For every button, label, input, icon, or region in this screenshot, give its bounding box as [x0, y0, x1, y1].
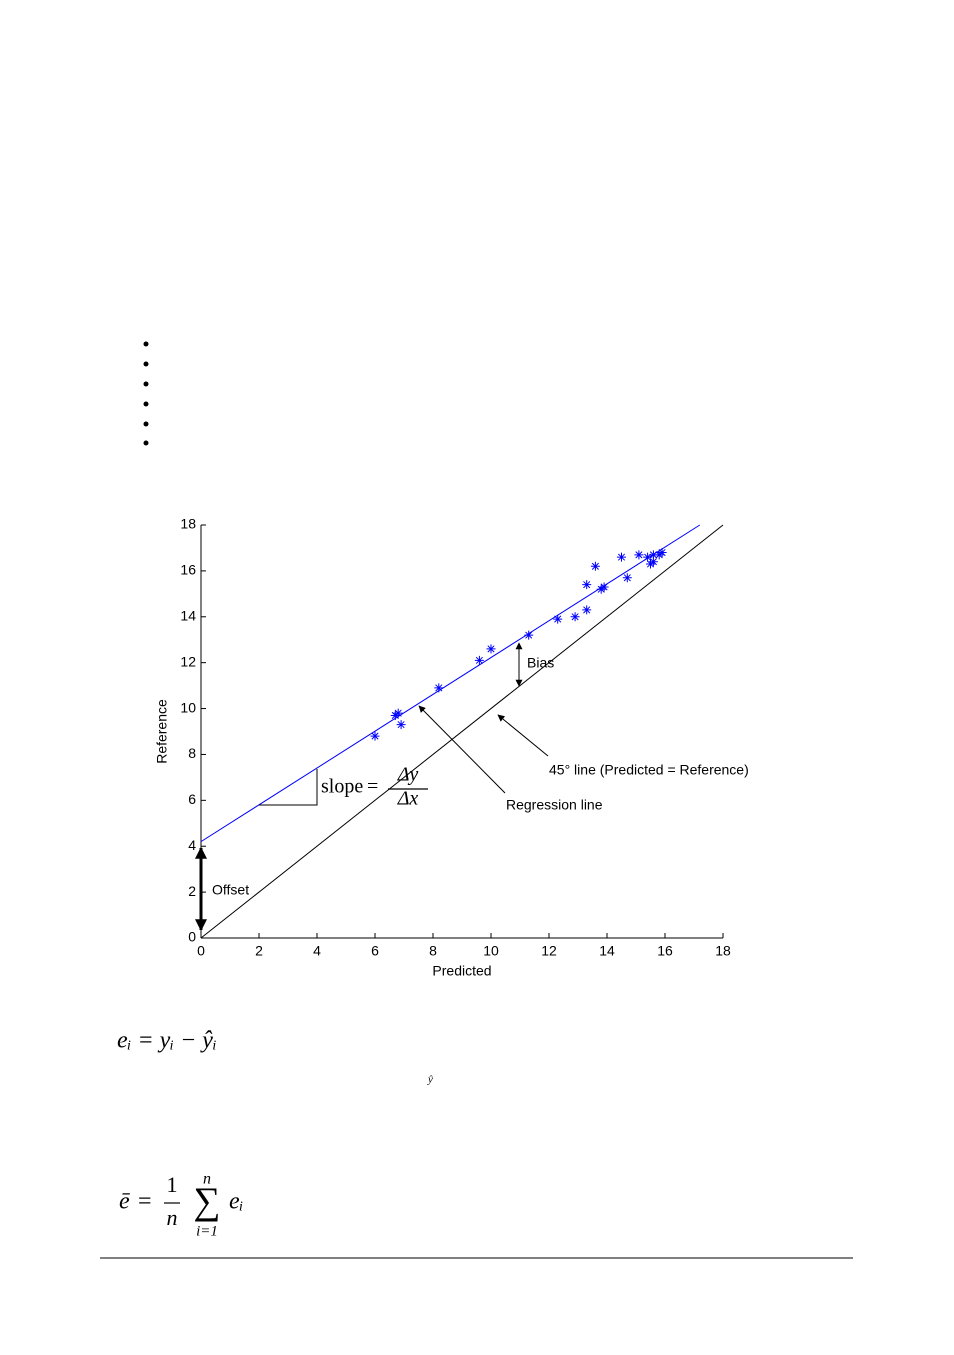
point [524, 630, 534, 640]
eq-sum-upper: n [203, 1171, 211, 1188]
x-tick-label: 4 [313, 943, 321, 959]
bullets [143, 341, 149, 446]
point [434, 683, 444, 693]
x-axis-label: Predicted [432, 963, 491, 979]
slope-denominator: Δx [397, 788, 419, 810]
y-tick-label: 4 [188, 837, 196, 853]
point [370, 731, 380, 741]
point [396, 720, 406, 730]
x-tick-label: 18 [715, 943, 731, 959]
point [570, 612, 580, 622]
annotation: Offset [212, 882, 249, 898]
point [622, 573, 632, 583]
point [553, 614, 563, 624]
reference-line [200, 524, 724, 939]
x-tick-label: 2 [255, 943, 263, 959]
equation: eᵢ = yᵢ − ŷᵢ [117, 1028, 217, 1054]
reference-line [200, 524, 701, 843]
point [643, 552, 653, 562]
eq-denominator: n [167, 1205, 178, 1230]
point [657, 548, 667, 558]
point [648, 557, 658, 567]
annotation-arrows [195, 642, 549, 932]
y-tick-label: 0 [188, 929, 196, 945]
y-tick-label: 6 [188, 791, 196, 807]
point [599, 582, 609, 592]
slope-numerator: Δy [397, 764, 419, 786]
point [474, 655, 484, 665]
x-tick-label: 6 [371, 943, 379, 959]
point [648, 550, 658, 560]
x-tick-label: 10 [483, 943, 499, 959]
mean-equation: ē = 1 n ∑ n i=1 eᵢ [119, 1171, 243, 1240]
y-tick-label: 8 [188, 745, 196, 761]
annotation: 45° line (Predicted = Reference) [549, 762, 749, 778]
point [634, 550, 644, 560]
point [582, 605, 592, 615]
y-tick-label: 18 [180, 516, 196, 532]
point [393, 708, 403, 718]
x-tick-label: 0 [197, 943, 205, 959]
equation-note: ŷ [427, 1074, 433, 1086]
y-axis-label: Reference [154, 699, 170, 764]
x-tick-label: 16 [657, 943, 673, 959]
y-tick-label: 16 [180, 562, 196, 578]
y-tick-label: 2 [188, 883, 196, 899]
x-tick-label: 12 [541, 943, 557, 959]
slope-formula: slope = Δy Δx [321, 764, 428, 810]
chart: 0 2 4 6 8 10 12 14 16 18 0 2 4 6 8 10 12 14 16 18 Predicted R… [154, 516, 731, 979]
eq-lhs: ē [119, 1189, 130, 1215]
x-tick-label: 8 [429, 943, 437, 959]
eq-equals: = [138, 1189, 152, 1215]
slope-equals: = [367, 776, 378, 798]
point [486, 644, 496, 654]
eq-term: eᵢ [229, 1189, 243, 1215]
y-tick-label: 12 [180, 653, 196, 669]
x-tick-label: 14 [599, 943, 615, 959]
point [582, 580, 592, 590]
y-tick-label: 10 [180, 699, 196, 715]
point [617, 552, 626, 562]
y-tick-label: 14 [180, 607, 196, 623]
annotation: Regression line [506, 797, 603, 813]
slope-label: slope [321, 776, 363, 798]
annotation: Bias [527, 655, 554, 671]
eq-sum-lower: i=1 [196, 1223, 218, 1239]
eq-numerator: 1 [167, 1172, 178, 1197]
point [590, 561, 600, 571]
eq-sum: ∑ [193, 1181, 220, 1223]
